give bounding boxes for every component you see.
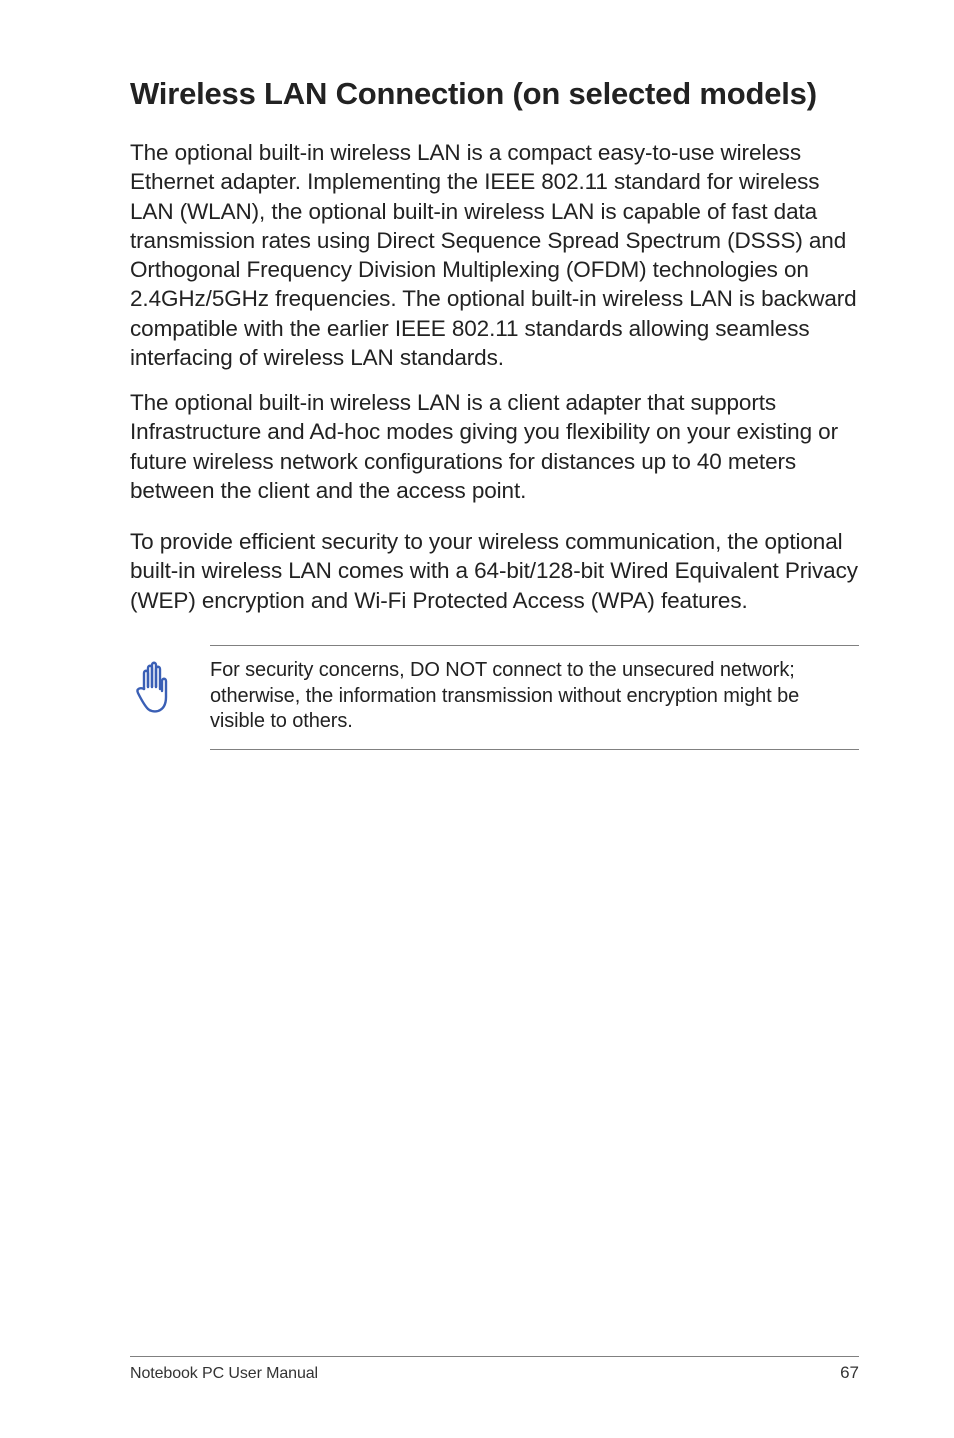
page-footer: Notebook PC User Manual 67 (130, 1356, 859, 1383)
note-text: For security concerns, DO NOT connect to… (210, 658, 859, 735)
section-heading: Wireless LAN Connection (on selected mod… (130, 75, 859, 112)
note-icon-container (130, 645, 210, 720)
body-paragraph-2: The optional built-in wireless LAN is a … (130, 388, 859, 505)
footer-page-number: 67 (840, 1363, 859, 1383)
body-paragraph-3: To provide efficient security to your wi… (130, 527, 859, 615)
note-text-container: For security concerns, DO NOT connect to… (210, 645, 859, 750)
body-paragraph-1: The optional built-in wireless LAN is a … (130, 138, 859, 372)
hand-stop-icon (130, 659, 178, 715)
footer-title: Notebook PC User Manual (130, 1365, 318, 1383)
document-page: Wireless LAN Connection (on selected mod… (0, 0, 954, 1438)
note-callout: For security concerns, DO NOT connect to… (130, 645, 859, 750)
